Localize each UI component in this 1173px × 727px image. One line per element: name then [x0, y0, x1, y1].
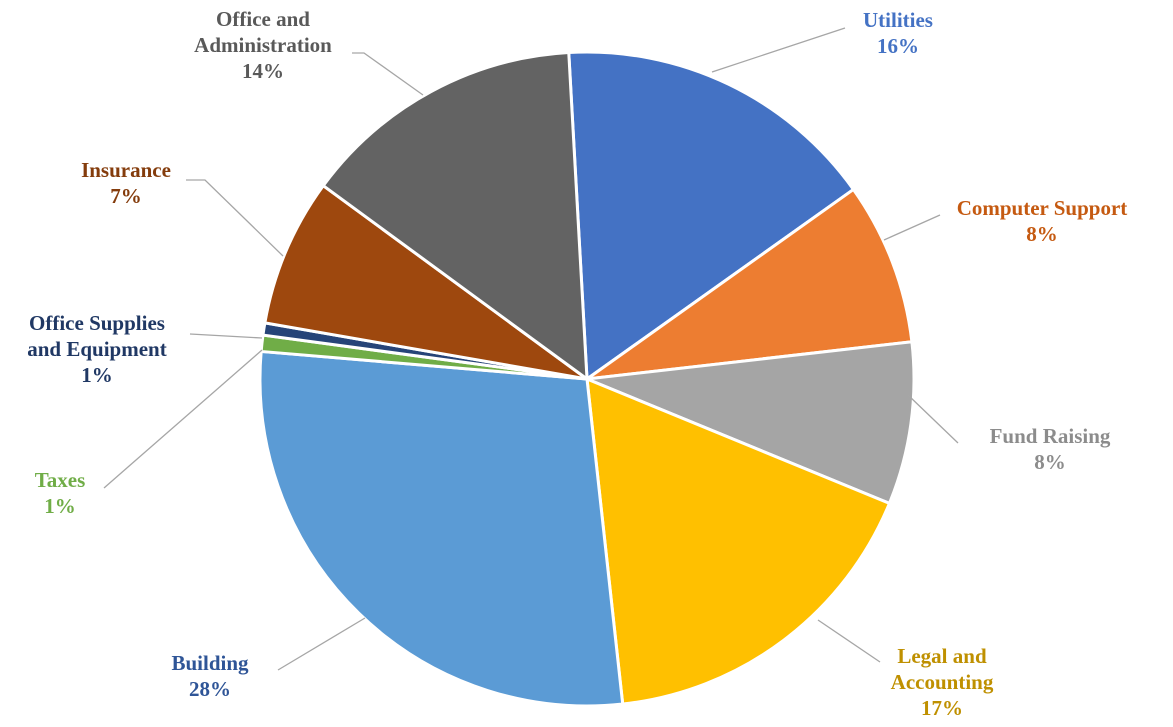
- leader-line: [103, 349, 263, 489]
- data-label-category: Legal and: [897, 644, 987, 668]
- pie-slice-insurance: [263, 183, 588, 381]
- pie-slice-computer-support: [586, 187, 914, 381]
- data-label: Computer Support 8%: [957, 196, 1128, 246]
- data-label-percent: 8%: [1026, 222, 1058, 246]
- pie-slices: [258, 50, 916, 708]
- data-label-category: Utilities: [863, 8, 933, 32]
- leader-line: [277, 617, 366, 671]
- data-label-category: Office and: [216, 7, 310, 31]
- data-label-category: Building: [171, 651, 249, 675]
- leader-line: [352, 52, 424, 96]
- data-label: Office Supplies and Equipment 1%: [27, 311, 166, 387]
- leader-line: [907, 394, 959, 444]
- data-label: Fund Raising 8%: [990, 424, 1111, 474]
- leader-line: [883, 214, 941, 241]
- data-label-category: and Equipment: [27, 337, 166, 361]
- data-label-percent: 1%: [44, 494, 76, 518]
- leader-line: [817, 619, 881, 663]
- data-labels: Utilities 16%Computer Support 8%Fund Raisi…: [27, 7, 1127, 720]
- data-label: Taxes 1%: [35, 468, 86, 518]
- data-label-percent: 7%: [110, 184, 142, 208]
- data-label: Insurance 7%: [81, 158, 171, 208]
- data-label-category: Computer Support: [957, 196, 1128, 220]
- data-label-category: Office Supplies: [29, 311, 165, 335]
- data-label-percent: 14%: [242, 59, 284, 83]
- data-label-percent: 16%: [877, 34, 919, 58]
- data-label: Office and Administration 14%: [194, 7, 332, 83]
- data-label-percent: 17%: [921, 696, 963, 720]
- data-label-percent: 1%: [81, 363, 113, 387]
- leader-line: [186, 179, 284, 257]
- data-label-category: Taxes: [35, 468, 86, 492]
- leader-line: [711, 27, 846, 73]
- pie-slice-building: [258, 349, 625, 708]
- pie-slice-legal-and-accounting: [585, 376, 892, 706]
- data-label-percent: 28%: [189, 677, 231, 701]
- leader-line: [189, 333, 263, 339]
- data-label: Building 28%: [171, 651, 249, 701]
- data-label-category: Fund Raising: [990, 424, 1111, 448]
- leader-lines: [103, 27, 959, 671]
- pie-slice-office-and-administration: [321, 50, 589, 383]
- data-label-category: Administration: [194, 33, 332, 57]
- data-label: Legal and Accounting 17%: [891, 644, 994, 720]
- data-label-percent: 8%: [1034, 450, 1066, 474]
- pie-slice-utilities: [567, 50, 856, 382]
- data-label-category: Insurance: [81, 158, 171, 182]
- pie-slice-fund-raising: [586, 340, 916, 506]
- data-label-category: Accounting: [891, 670, 994, 694]
- data-label: Utilities 16%: [863, 8, 933, 58]
